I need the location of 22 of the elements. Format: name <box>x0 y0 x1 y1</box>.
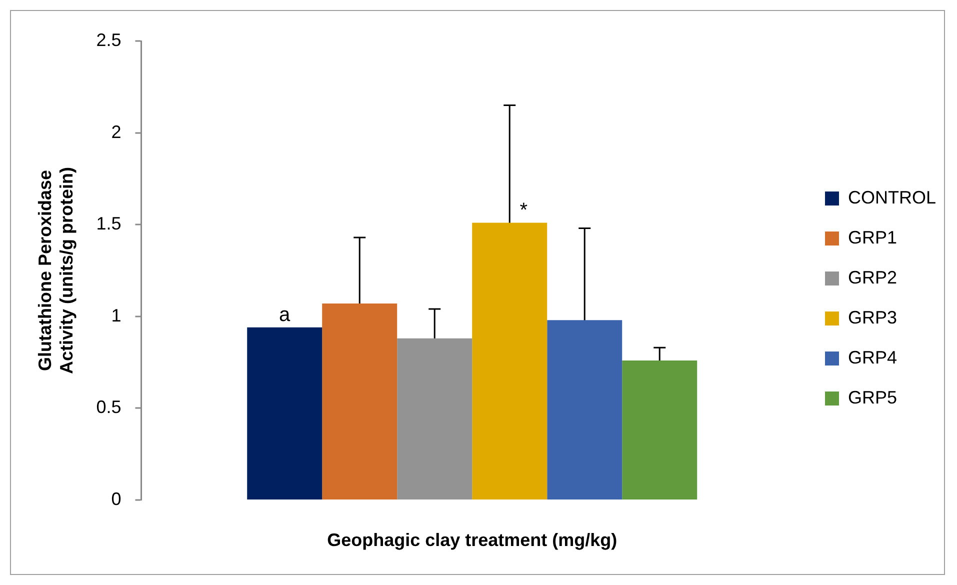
y-tick-label: 1.5 <box>96 214 122 234</box>
y-tick-label: 0 <box>111 488 122 509</box>
bar <box>247 327 322 500</box>
y-tick-label: 1 <box>111 305 122 326</box>
legend-label: GRP2 <box>848 267 898 288</box>
x-axis-title: Geophagic clay treatment (mg/kg) <box>327 530 618 550</box>
bar <box>547 320 622 500</box>
y-tick-label: 0.5 <box>96 397 122 418</box>
bar <box>322 304 398 500</box>
legend-label: GRP5 <box>848 387 898 408</box>
y-tick-label: 2 <box>111 122 122 142</box>
bar <box>622 360 698 500</box>
y-axis-title: Glutathione Peroxidase Activity (units/g protein) <box>34 166 76 374</box>
legend-label: GRP4 <box>848 347 898 368</box>
data-label: * <box>520 199 528 222</box>
legend-label: GRP1 <box>848 227 898 248</box>
data-label: a <box>279 304 292 326</box>
legend-label: CONTROL <box>848 187 936 208</box>
legend-label: GRP3 <box>848 307 898 328</box>
bar <box>397 338 472 500</box>
y-tick-label: 2.5 <box>96 30 122 50</box>
bar <box>472 222 548 500</box>
